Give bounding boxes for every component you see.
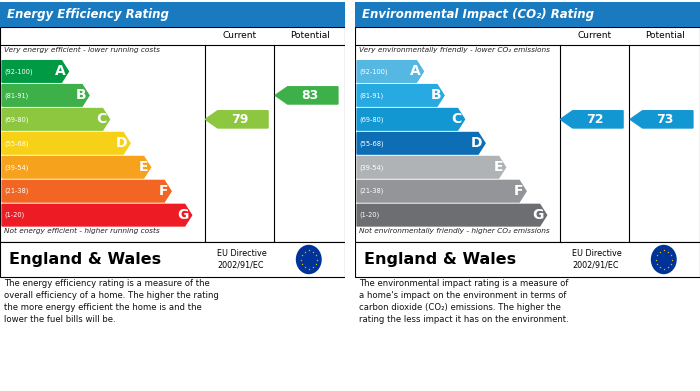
Text: England & Wales: England & Wales — [363, 252, 516, 267]
Bar — [0, 242, 345, 277]
Text: G: G — [178, 208, 189, 222]
Text: Potential: Potential — [645, 32, 685, 41]
Text: Current: Current — [578, 32, 612, 41]
Polygon shape — [2, 133, 130, 154]
Text: Very environmentally friendly - lower CO₂ emissions: Very environmentally friendly - lower CO… — [359, 47, 550, 53]
Text: D: D — [116, 136, 127, 150]
Bar — [0, 27, 345, 242]
Polygon shape — [630, 111, 693, 128]
Text: (55-68): (55-68) — [4, 140, 29, 147]
Text: Environmental Impact (CO₂) Rating: Environmental Impact (CO₂) Rating — [362, 8, 594, 21]
Text: E: E — [494, 160, 503, 174]
Bar — [355, 2, 700, 27]
Text: Not energy efficient - higher running costs: Not energy efficient - higher running co… — [4, 228, 160, 235]
Text: (55-68): (55-68) — [360, 140, 384, 147]
Text: G: G — [533, 208, 544, 222]
Text: (69-80): (69-80) — [360, 116, 384, 123]
Text: C: C — [97, 112, 107, 126]
Polygon shape — [357, 84, 444, 106]
Bar — [355, 27, 700, 242]
Polygon shape — [2, 204, 192, 226]
Text: Potential: Potential — [290, 32, 330, 41]
Polygon shape — [357, 180, 526, 202]
Text: (92-100): (92-100) — [4, 68, 33, 75]
Text: (81-91): (81-91) — [360, 92, 384, 99]
Text: Energy Efficiency Rating: Energy Efficiency Rating — [7, 8, 169, 21]
Polygon shape — [357, 61, 424, 82]
Text: EU Directive
2002/91/EC: EU Directive 2002/91/EC — [573, 249, 622, 270]
Text: Current: Current — [223, 32, 257, 41]
Polygon shape — [2, 61, 69, 82]
Text: A: A — [55, 65, 66, 79]
Text: Not environmentally friendly - higher CO₂ emissions: Not environmentally friendly - higher CO… — [359, 228, 550, 235]
Text: C: C — [452, 112, 462, 126]
Polygon shape — [560, 111, 623, 128]
Text: (21-38): (21-38) — [4, 188, 29, 194]
Polygon shape — [357, 204, 547, 226]
Text: F: F — [514, 184, 524, 198]
Bar — [0, 2, 345, 27]
Text: (39-54): (39-54) — [360, 164, 384, 170]
Polygon shape — [2, 180, 171, 202]
Text: (1-20): (1-20) — [4, 212, 25, 219]
Polygon shape — [2, 156, 150, 178]
Text: E: E — [139, 160, 148, 174]
Text: (92-100): (92-100) — [360, 68, 388, 75]
Polygon shape — [205, 111, 268, 128]
Circle shape — [296, 245, 322, 274]
Text: D: D — [471, 136, 482, 150]
Text: (81-91): (81-91) — [4, 92, 29, 99]
Polygon shape — [2, 109, 109, 130]
Text: (39-54): (39-54) — [4, 164, 29, 170]
Polygon shape — [357, 133, 485, 154]
Text: A: A — [410, 65, 421, 79]
Bar — [355, 242, 700, 277]
Text: B: B — [76, 88, 86, 102]
Text: (1-20): (1-20) — [360, 212, 379, 219]
Text: 83: 83 — [301, 89, 318, 102]
Text: (21-38): (21-38) — [360, 188, 384, 194]
Circle shape — [651, 245, 677, 274]
Text: The energy efficiency rating is a measure of the
overall efficiency of a home. T: The energy efficiency rating is a measur… — [4, 279, 219, 325]
Polygon shape — [357, 109, 465, 130]
Text: EU Directive
2002/91/EC: EU Directive 2002/91/EC — [217, 249, 267, 270]
Text: England & Wales: England & Wales — [8, 252, 161, 267]
Polygon shape — [2, 84, 89, 106]
Text: 72: 72 — [586, 113, 603, 126]
Polygon shape — [357, 156, 505, 178]
Text: (69-80): (69-80) — [4, 116, 29, 123]
Text: F: F — [159, 184, 169, 198]
Text: The environmental impact rating is a measure of
a home's impact on the environme: The environmental impact rating is a mea… — [359, 279, 569, 325]
Text: B: B — [430, 88, 441, 102]
Text: 79: 79 — [231, 113, 248, 126]
Text: Very energy efficient - lower running costs: Very energy efficient - lower running co… — [4, 47, 160, 53]
Text: 73: 73 — [656, 113, 673, 126]
Polygon shape — [275, 87, 338, 104]
